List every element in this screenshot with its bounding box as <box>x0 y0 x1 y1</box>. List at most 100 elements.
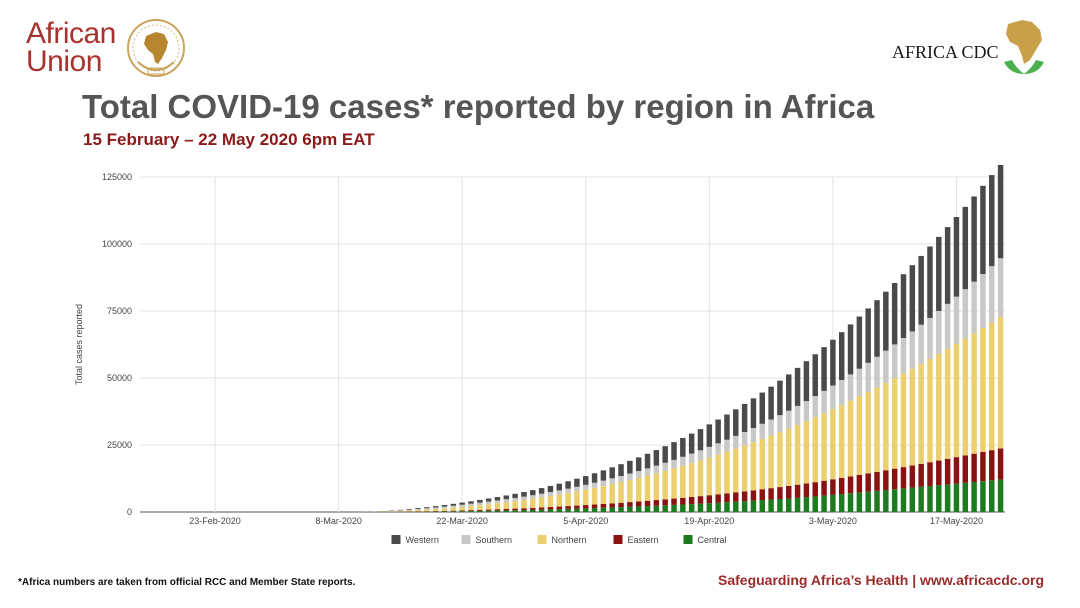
bar-segment-eastern <box>530 507 536 510</box>
bar-segment-eastern <box>768 488 774 500</box>
x-tick-label: 3-May-2020 <box>809 516 857 526</box>
bar-segment-southern <box>821 390 827 414</box>
bar-segment-southern <box>794 405 801 425</box>
bar-segment-central <box>918 486 924 512</box>
bar-segment-southern <box>989 266 995 323</box>
bar-segment-northern <box>927 358 933 463</box>
bar-segment-northern <box>406 510 412 512</box>
bar-segment-northern <box>538 497 545 508</box>
bar-segment-eastern <box>989 450 995 481</box>
bar-segment-northern <box>997 317 1004 449</box>
bar-segment-western <box>591 473 598 483</box>
bar-segment-eastern <box>927 462 933 487</box>
bar-segment-northern <box>759 438 766 490</box>
bar-segment-southern <box>662 462 668 471</box>
bar-segment-central <box>821 495 827 512</box>
bar-segment-southern <box>812 396 818 418</box>
bar-segment-southern <box>971 281 977 334</box>
bar-segment-central <box>980 481 986 512</box>
bar-segment-northern <box>865 391 871 474</box>
y-tick-label: 50000 <box>107 373 132 383</box>
bar-segment-central <box>768 499 774 512</box>
bar-segment-western <box>530 490 536 496</box>
bar-segment-eastern <box>909 465 916 488</box>
bar-segment-western <box>821 347 827 391</box>
bar-segment-southern <box>609 478 615 485</box>
bar-segment-southern <box>944 303 951 349</box>
bar-segment-central <box>900 488 907 512</box>
bar-segment-northern <box>494 503 501 510</box>
bar-segment-southern <box>856 368 863 397</box>
bar-segment-western <box>680 437 686 457</box>
bar-segment-southern <box>918 324 924 364</box>
bar-segment-southern <box>397 510 404 511</box>
bar-segment-northern <box>741 445 748 492</box>
bar-segment-eastern <box>741 491 748 502</box>
bar-segment-western <box>936 236 942 311</box>
bar-segment-southern <box>697 450 704 461</box>
legend-label-western: Western <box>406 535 439 545</box>
bar-segment-eastern <box>891 468 898 490</box>
bar-segment-central <box>971 481 977 512</box>
bar-segment-eastern <box>900 467 907 489</box>
bar-segment-northern <box>697 460 704 497</box>
bar-segment-northern <box>688 463 695 497</box>
bar-segment-northern <box>936 353 942 461</box>
bar-segment-eastern <box>635 501 642 507</box>
bar-segment-northern <box>503 502 510 509</box>
bar-segment-western <box>609 467 615 479</box>
bar-segment-eastern <box>715 494 721 503</box>
bar-segment-northern <box>415 510 421 512</box>
bar-segment-southern <box>847 374 854 401</box>
bar-segment-southern <box>653 465 660 474</box>
bar-segment-central <box>847 493 854 512</box>
bar-segment-northern <box>883 382 889 471</box>
bar-segment-central <box>838 494 845 512</box>
bar-segment-southern <box>724 439 730 452</box>
bar-segment-southern <box>777 415 783 433</box>
africa-map-hands-icon <box>1004 20 1044 74</box>
bar-segment-central <box>715 502 721 512</box>
bar-segment-central <box>680 504 686 512</box>
bar-segment-western <box>503 495 510 500</box>
bar-segment-southern <box>838 380 845 405</box>
bar-segment-northern <box>900 373 907 468</box>
bar-segment-northern <box>874 387 880 472</box>
bar-segment-southern <box>688 453 695 464</box>
bar-segment-southern <box>468 503 474 507</box>
bar-segment-southern <box>450 505 457 508</box>
bar-segment-central <box>635 506 642 512</box>
bar-segment-western <box>441 505 448 507</box>
bar-segment-western <box>653 450 660 466</box>
bar-segment-northern <box>980 327 986 452</box>
legend-label-central: Central <box>698 535 727 545</box>
bar-segment-northern <box>680 465 686 498</box>
bar-segment-central <box>812 496 818 512</box>
bar-segment-western <box>962 206 969 290</box>
bar-segment-eastern <box>830 479 836 495</box>
bar-segment-western <box>574 478 580 487</box>
bar-segment-central <box>591 508 598 512</box>
legend-label-eastern: Eastern <box>628 535 659 545</box>
bar-segment-southern <box>477 502 483 506</box>
bar-segment-central <box>733 501 739 512</box>
bar-segment-western <box>415 508 421 509</box>
legend-label-southern: Southern <box>476 535 513 545</box>
bar-segment-eastern <box>565 506 571 509</box>
bar-segment-western <box>547 485 554 493</box>
bar-segment-western <box>838 332 845 381</box>
bar-segment-southern <box>512 497 518 502</box>
bar-segment-southern <box>803 401 810 422</box>
bar-segment-western <box>944 227 951 304</box>
bar-segment-western <box>671 442 677 460</box>
bar-segment-northern <box>635 477 642 502</box>
bar-segment-northern <box>547 495 554 508</box>
bar-segment-central <box>997 479 1004 512</box>
y-tick-label: 0 <box>127 507 132 517</box>
au-line1: African <box>26 17 116 50</box>
bar-segment-western <box>812 354 818 397</box>
bar-segment-central <box>583 508 589 512</box>
bar-segment-eastern <box>953 457 960 484</box>
bar-segment-western <box>583 476 589 485</box>
legend-label-northern: Northern <box>552 535 587 545</box>
